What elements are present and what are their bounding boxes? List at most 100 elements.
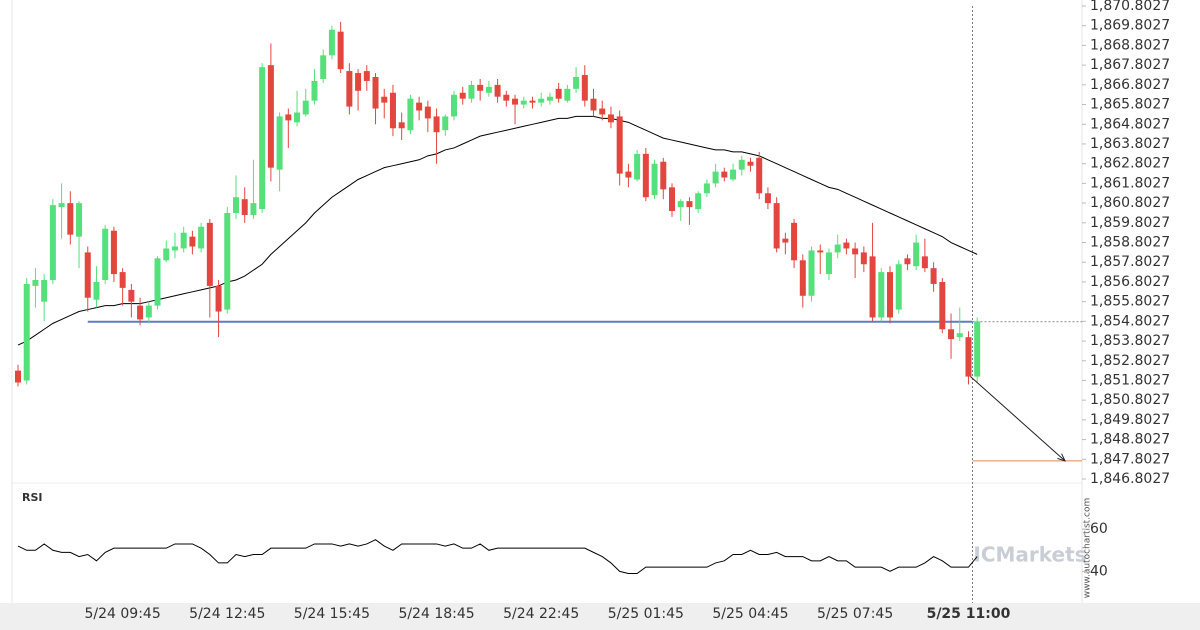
candle-body bbox=[843, 242, 850, 249]
candle-body bbox=[49, 205, 56, 280]
candle-body bbox=[224, 212, 231, 310]
y-tick-label: 1,867.8027 bbox=[1090, 57, 1170, 73]
candle-body bbox=[808, 250, 815, 296]
candle-body bbox=[363, 71, 370, 81]
y-tick-label: 1,855.8027 bbox=[1090, 294, 1170, 310]
candle-body bbox=[799, 260, 806, 296]
candle-body bbox=[477, 84, 484, 91]
candle-body bbox=[128, 289, 135, 302]
candle-body bbox=[32, 279, 39, 286]
candle-body bbox=[686, 201, 693, 208]
candle-body bbox=[956, 333, 963, 338]
candle-body bbox=[555, 88, 562, 99]
y-tick-label: 1,854.8027 bbox=[1090, 313, 1170, 329]
candle-body bbox=[328, 29, 335, 56]
candle-body bbox=[948, 329, 955, 340]
candle-body bbox=[407, 98, 414, 131]
candle-body bbox=[259, 67, 266, 210]
candle-body bbox=[878, 272, 885, 318]
candle-body bbox=[76, 203, 83, 237]
candle-body bbox=[372, 77, 379, 109]
y-tick-label: 1,858.8027 bbox=[1090, 235, 1170, 251]
y-tick-label: 1,856.8027 bbox=[1090, 274, 1170, 290]
candle-body bbox=[930, 268, 937, 284]
y-tick-label: 40 bbox=[1090, 563, 1108, 579]
y-tick-label: 1,859.8027 bbox=[1090, 215, 1170, 231]
candle-body bbox=[67, 203, 74, 235]
candle-body bbox=[913, 242, 920, 267]
candle-body bbox=[389, 92, 396, 129]
candle-body bbox=[302, 100, 309, 115]
candle-body bbox=[607, 114, 614, 123]
candle-body bbox=[459, 92, 466, 99]
candle-body bbox=[939, 281, 946, 330]
candle-body bbox=[355, 73, 362, 91]
candle-body bbox=[276, 116, 283, 170]
y-tick-label: 60 bbox=[1090, 521, 1108, 537]
candle-body bbox=[180, 232, 187, 249]
x-tick-label: 5/24 09:45 bbox=[85, 606, 161, 622]
candle-body bbox=[163, 248, 170, 261]
candle-body bbox=[887, 272, 893, 318]
time-axis-band bbox=[0, 603, 1200, 630]
candle-body bbox=[198, 226, 205, 249]
candle-body bbox=[738, 159, 745, 170]
rsi-line bbox=[17, 539, 978, 574]
y-tick-label: 1,863.8027 bbox=[1090, 136, 1170, 152]
y-tick-label: 1,865.8027 bbox=[1090, 97, 1170, 113]
y-tick-label: 1,849.8027 bbox=[1090, 412, 1170, 428]
candle-body bbox=[625, 171, 632, 178]
candle-body bbox=[974, 321, 981, 377]
candle-body bbox=[834, 244, 841, 253]
candle-body bbox=[564, 88, 571, 101]
candle-body bbox=[965, 337, 972, 377]
candle-body bbox=[860, 252, 867, 265]
y-tick-label: 1,850.8027 bbox=[1090, 392, 1170, 408]
candle-body bbox=[433, 116, 440, 133]
candle-body bbox=[137, 305, 144, 320]
candle-body bbox=[442, 116, 449, 131]
candle-body bbox=[669, 187, 675, 212]
candle-body bbox=[102, 228, 109, 280]
candle-body bbox=[747, 161, 754, 166]
candle-body bbox=[110, 230, 117, 275]
y-tick-label: 1,857.8027 bbox=[1090, 254, 1170, 270]
candle-body bbox=[546, 96, 553, 101]
y-tick-label: 1,851.8027 bbox=[1090, 372, 1170, 388]
candle-body bbox=[730, 169, 737, 180]
candle-body bbox=[895, 264, 902, 310]
candle-body bbox=[520, 100, 527, 105]
rsi-title: RSI bbox=[22, 491, 43, 504]
y-tick-label: 1,848.8027 bbox=[1090, 432, 1170, 448]
y-tick-label: 1,861.8027 bbox=[1090, 175, 1170, 191]
candle-body bbox=[171, 246, 178, 251]
candle-body bbox=[695, 193, 702, 210]
candle-body bbox=[904, 258, 911, 265]
candle-body bbox=[599, 108, 606, 115]
candle-body bbox=[119, 272, 126, 288]
candle-body bbox=[337, 31, 344, 70]
source: www.autochartist.com bbox=[1083, 498, 1093, 599]
candle-body bbox=[241, 199, 248, 215]
y-tick-label: 1,869.8027 bbox=[1090, 18, 1170, 34]
watermark: ICMarkets bbox=[973, 543, 1086, 567]
y-tick-label: 1,847.8027 bbox=[1090, 451, 1170, 467]
x-tick-label: 5/25 11:00 bbox=[927, 606, 1011, 622]
candle-body bbox=[267, 65, 274, 168]
candle-body bbox=[782, 238, 789, 243]
candle-body bbox=[529, 100, 536, 103]
x-tick-label: 5/24 18:45 bbox=[398, 606, 474, 622]
candle-body bbox=[451, 94, 457, 117]
candle-body bbox=[756, 157, 763, 194]
candle-body bbox=[581, 75, 588, 101]
candle-body bbox=[215, 285, 222, 312]
x-tick-label: 5/24 15:45 bbox=[294, 606, 370, 622]
x-tick-label: 5/25 04:45 bbox=[712, 606, 788, 622]
candle-body bbox=[703, 183, 710, 194]
candle-body bbox=[233, 197, 239, 213]
candle-body bbox=[23, 283, 30, 381]
y-tick-label: 1,860.8027 bbox=[1090, 195, 1170, 211]
forecast-arrow bbox=[970, 376, 1066, 462]
